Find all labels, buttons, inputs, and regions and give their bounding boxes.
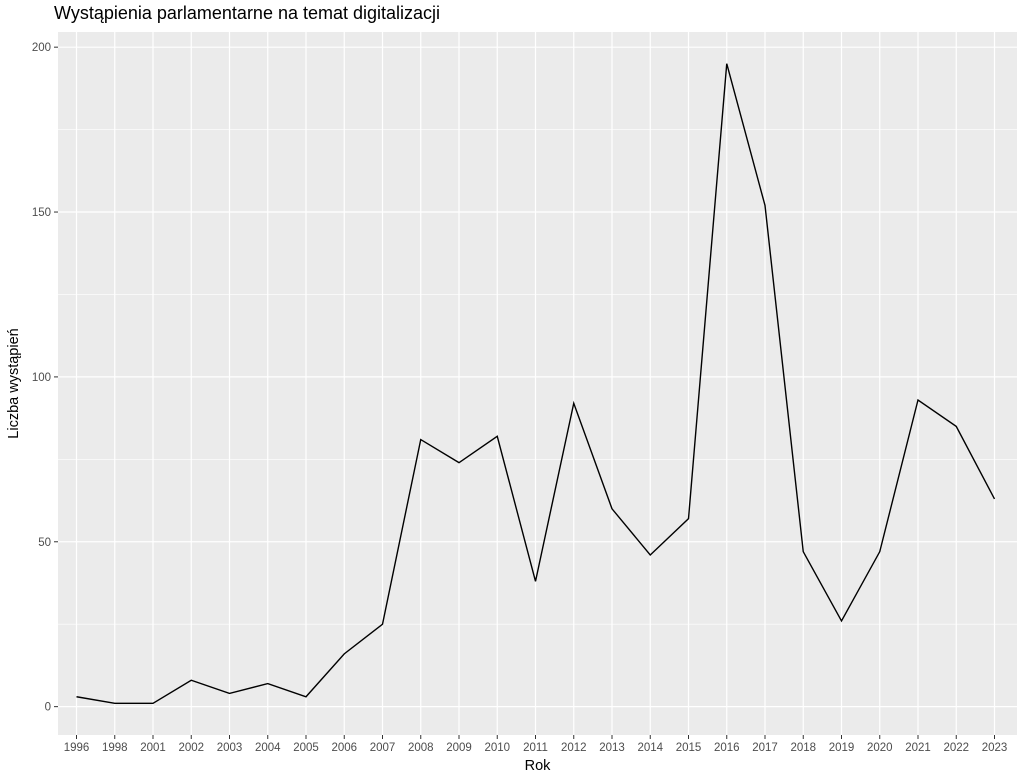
x-tick-label: 2013	[599, 742, 625, 754]
x-tick-label: 2023	[982, 742, 1008, 754]
x-tick-label: 2012	[561, 742, 587, 754]
x-tick-label: 2020	[867, 742, 893, 754]
x-tick-label: 2015	[676, 742, 702, 754]
y-axis-title: Liczba wystąpień	[6, 328, 22, 438]
y-axis: 0 50 100 150 200	[32, 42, 58, 714]
x-tick-label: 2005	[293, 742, 319, 754]
x-tick-label: 2022	[943, 742, 969, 754]
y-tick-label: 150	[32, 207, 51, 219]
x-tick-label: 2002	[178, 742, 204, 754]
x-tick-label: 2014	[637, 742, 663, 754]
x-tick-label: 2021	[905, 742, 931, 754]
x-axis-title: Rok	[525, 758, 552, 774]
x-tick-label: 2017	[752, 742, 778, 754]
x-tick-label: 2006	[331, 742, 357, 754]
x-tick-label: 2003	[217, 742, 243, 754]
x-tick-label: 1998	[102, 742, 128, 754]
x-tick-label: 2004	[255, 742, 281, 754]
x-tick-label: 2007	[370, 742, 396, 754]
x-tick-label: 2016	[714, 742, 740, 754]
x-tick-label: 1996	[64, 742, 90, 754]
x-tick-label: 2010	[484, 742, 510, 754]
major-gridlines	[58, 32, 1017, 735]
y-tick-label: 200	[32, 42, 51, 54]
x-tick-label: 2009	[446, 742, 472, 754]
x-axis: 1996 1998 2001 2002 2003 2004 2005 2006 2007 2008…	[64, 735, 1008, 754]
x-tick-label: 2011	[523, 742, 548, 754]
x-tick-label: 2019	[829, 742, 855, 754]
series-line	[76, 63, 996, 705]
y-tick-label: 100	[32, 372, 51, 384]
plot-panel	[58, 32, 1017, 735]
minor-gridlines	[58, 129, 1017, 625]
y-tick-label: 50	[38, 537, 51, 549]
x-tick-label: 2008	[408, 742, 434, 754]
chart-title: Wystąpienia parlamentarne na temat digit…	[54, 3, 441, 23]
y-tick-label: 0	[45, 702, 51, 714]
x-tick-label: 2018	[790, 742, 816, 754]
x-tick-label: 2001	[140, 742, 166, 754]
